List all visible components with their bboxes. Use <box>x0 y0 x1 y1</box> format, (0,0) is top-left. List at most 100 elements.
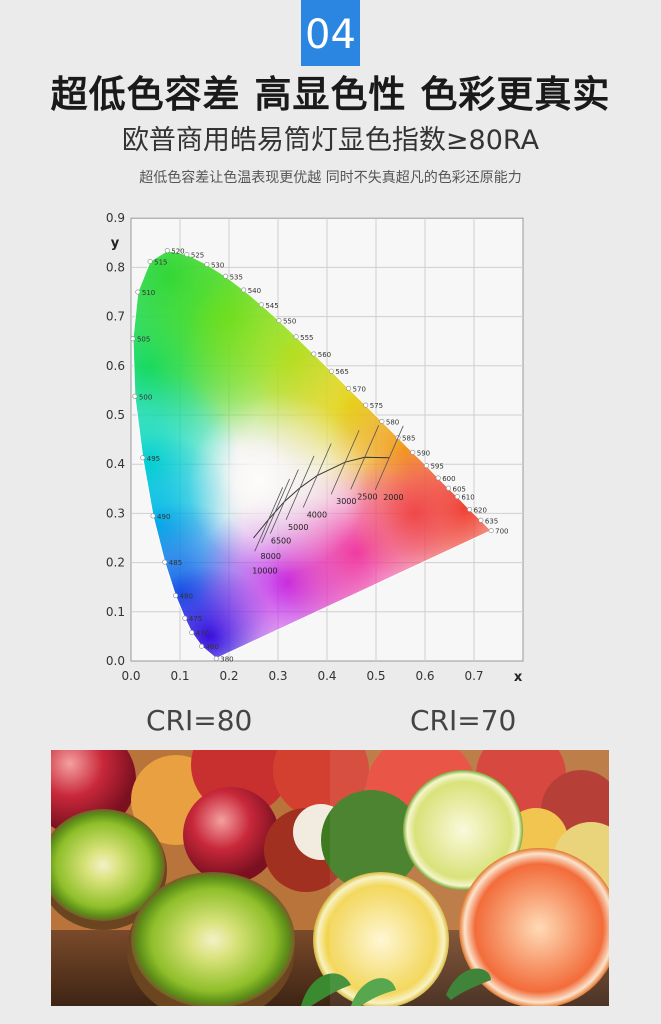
wavelength-label: 495 <box>147 455 160 463</box>
wavelength-label: 545 <box>265 302 278 310</box>
wavelength-marker <box>162 559 168 565</box>
wavelength-marker <box>130 336 136 342</box>
wavelength-marker <box>132 393 138 399</box>
isotherm-line <box>374 425 404 490</box>
wavelength-label: 620 <box>474 506 487 514</box>
wavelength-label: 560 <box>318 351 331 359</box>
wavelength-label: 460 <box>206 643 219 651</box>
wavelength-label: 540 <box>248 287 261 295</box>
planckian-curve <box>253 456 390 539</box>
wavelength-marker <box>182 615 188 621</box>
fruit-comparison-photo <box>51 750 609 1006</box>
wavelength-marker <box>293 334 299 340</box>
wavelength-marker <box>140 455 146 461</box>
cct-label: 10000 <box>252 566 277 575</box>
wavelength-label: 475 <box>189 615 202 623</box>
wavelength-label: 570 <box>353 385 366 393</box>
y-tick-label: 0.8 <box>106 260 125 274</box>
x-tick-label: 0.3 <box>268 669 287 683</box>
x-axis-label: x <box>514 670 523 685</box>
cct-label: 8000 <box>261 552 281 561</box>
wavelength-label: 485 <box>169 559 182 567</box>
y-tick-label: 0.7 <box>106 310 125 324</box>
isotherm-line <box>330 430 360 495</box>
y-tick-label: 0.3 <box>106 506 125 520</box>
cri-80-label: CRI=80 <box>146 704 253 737</box>
wavelength-marker <box>423 463 429 469</box>
cct-label: 4000 <box>307 511 327 520</box>
wavelength-label: 605 <box>453 485 466 493</box>
fruit-illustration <box>51 750 609 1006</box>
y-tick-label: 0.9 <box>106 211 125 225</box>
axes: 0.0 0.1 0.2 0.3 0.4 0.5 0.6 0.7 0.0 0.1 0.2 0.3 0.4 0… <box>106 211 523 685</box>
wavelength-marker <box>435 475 441 481</box>
wavelength-label: 565 <box>335 368 348 376</box>
wavelength-marker <box>258 302 264 308</box>
wavelength-marker <box>189 629 195 635</box>
wavelength-label: 635 <box>485 517 498 525</box>
wavelength-marker <box>446 485 452 491</box>
isotherm-line <box>261 478 290 544</box>
x-tick-label: 0.0 <box>121 669 140 683</box>
wavelength-marker <box>276 318 282 324</box>
wavelength-label: 490 <box>157 513 170 521</box>
y-tick-label: 0.1 <box>106 605 125 619</box>
wavelength-marker <box>241 287 247 293</box>
wavelength-marker <box>454 494 460 500</box>
wavelength-marker <box>467 506 473 512</box>
y-tick-label: 0.4 <box>106 457 125 471</box>
x-tick-label: 0.1 <box>170 669 189 683</box>
wavelength-label: 500 <box>139 393 152 401</box>
wavelength-label: 585 <box>402 435 415 443</box>
x-tick-label: 0.6 <box>415 669 434 683</box>
wavelength-label: 700 <box>495 528 508 536</box>
isotherm-line <box>254 487 284 552</box>
x-tick-label: 0.4 <box>317 669 336 683</box>
wavelength-label: 380 <box>220 656 233 664</box>
isotherm-line <box>350 425 380 490</box>
wavelength-label: 575 <box>370 402 383 410</box>
wavelength-marker <box>478 517 484 523</box>
x-tick-label: 0.5 <box>366 669 385 683</box>
wavelength-marker <box>410 449 416 455</box>
wavelength-label: 530 <box>211 261 224 269</box>
wavelength-label: 535 <box>230 273 243 281</box>
wavelength-label: 610 <box>461 494 474 502</box>
x-tick-label: 0.2 <box>219 669 238 683</box>
y-tick-label: 0.0 <box>106 654 125 668</box>
wavelength-marker <box>488 528 494 534</box>
wavelength-label: 595 <box>430 463 443 471</box>
x-tick-label: 0.7 <box>464 669 483 683</box>
isotherm-line <box>302 443 332 508</box>
subheadline: 欧普商用皓易筒灯显色指数≥80RA <box>121 125 540 156</box>
wavelength-label: 555 <box>300 334 313 342</box>
wavelength-label: 480 <box>180 593 193 601</box>
wavelength-marker <box>184 252 190 258</box>
wavelength-marker <box>173 593 179 599</box>
headline: 超低色容差 高显色性 色彩更真实 <box>50 73 611 116</box>
cct-label: 6500 <box>271 537 291 546</box>
y-tick-label: 0.2 <box>106 556 125 570</box>
wavelength-marker <box>199 643 205 649</box>
tagline: 超低色容差让色温表现更优越 同时不失真超凡的色彩还原能力 <box>139 170 522 186</box>
wavelength-label: 505 <box>137 336 150 344</box>
wavelength-marker <box>328 368 334 374</box>
cct-label: 2000 <box>383 493 403 502</box>
wavelength-marker <box>379 418 385 424</box>
wavelength-label: 580 <box>386 418 399 426</box>
wavelength-label: 590 <box>417 449 430 457</box>
section-number-badge: 04 <box>301 0 360 66</box>
cct-label: 2500 <box>357 492 377 501</box>
wavelength-marker <box>204 261 210 267</box>
wavelength-marker <box>213 656 219 662</box>
isotherm-line <box>285 455 315 520</box>
y-axis-label: y <box>111 236 120 251</box>
y-tick-label: 0.5 <box>106 408 125 422</box>
wavelength-label: 470 <box>196 629 209 637</box>
wavelength-label: 510 <box>142 289 155 297</box>
wavelength-marker <box>223 273 229 279</box>
wavelength-label: 600 <box>442 475 455 483</box>
wavelength-marker <box>147 258 153 264</box>
